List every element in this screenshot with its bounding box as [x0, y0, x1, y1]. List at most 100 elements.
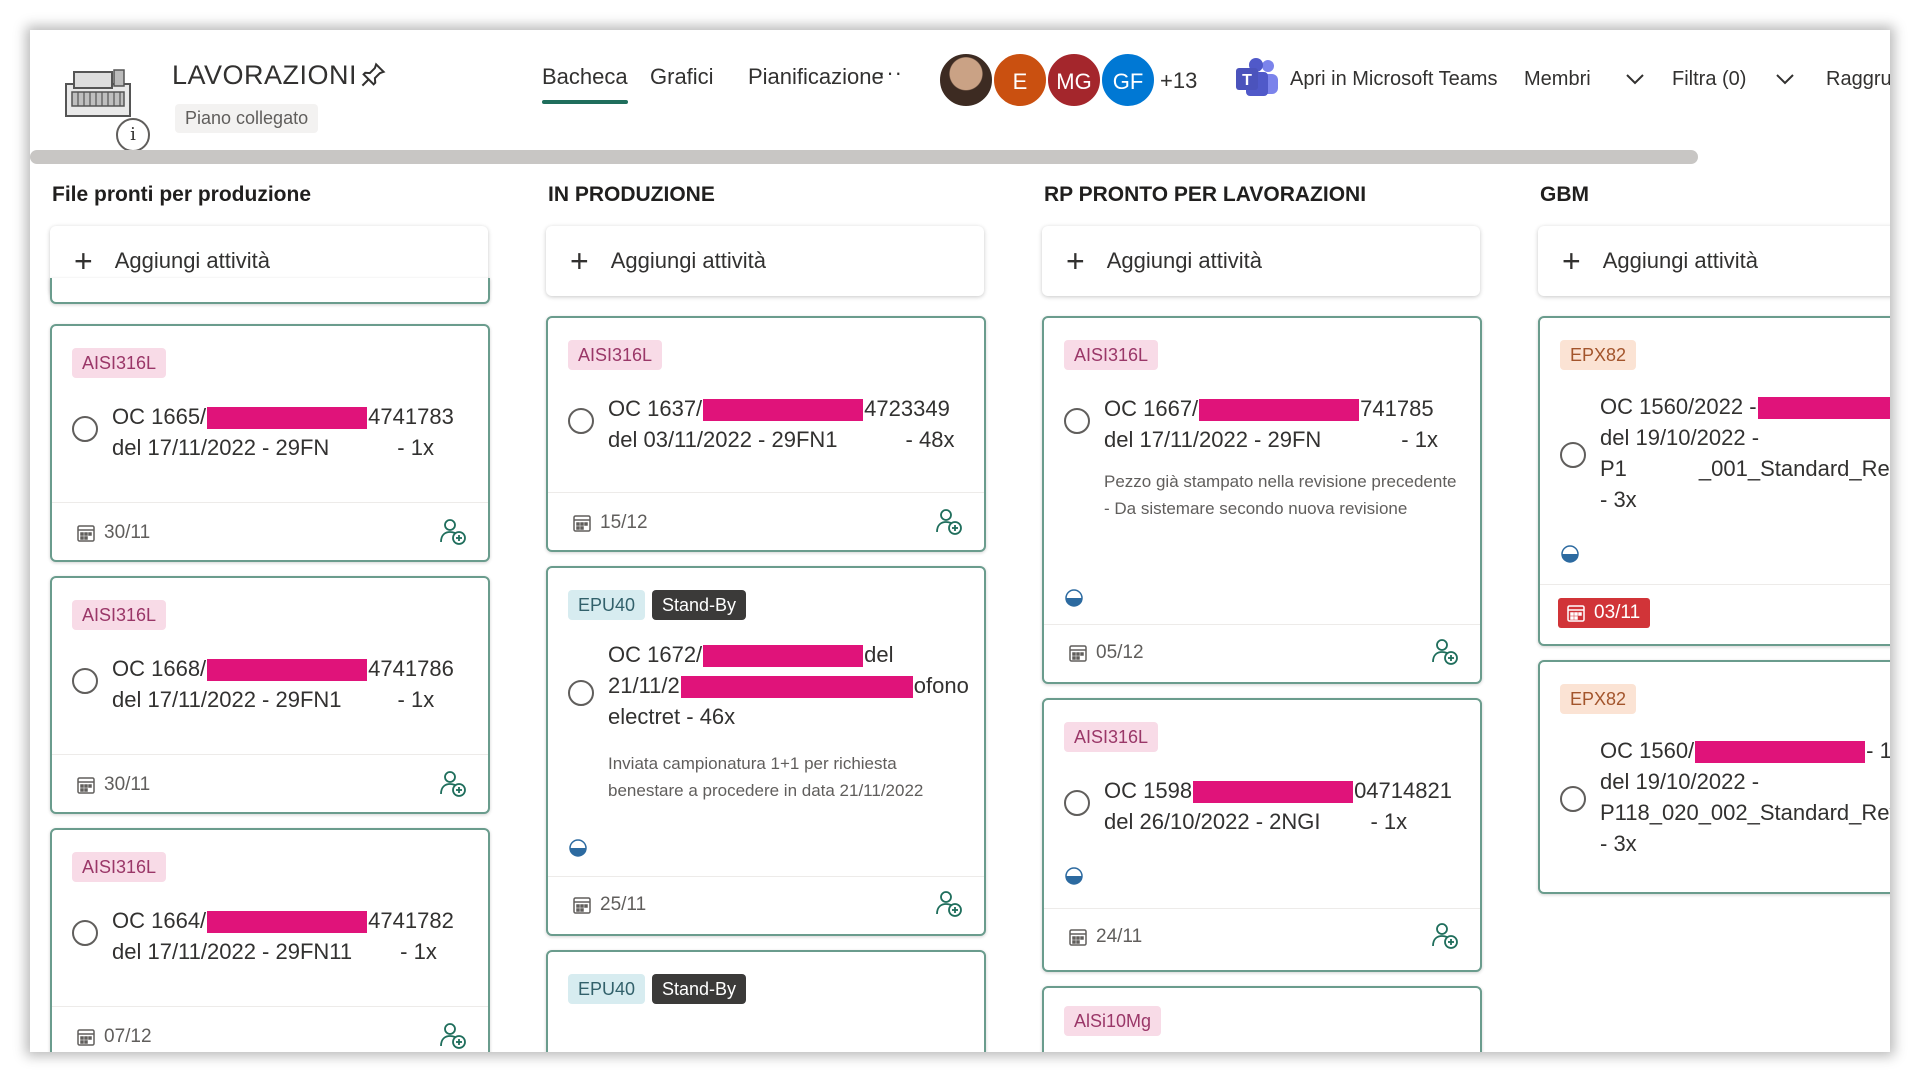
task-title-line2[interactable]: 21/11/2 ofono — [608, 673, 969, 699]
task-card[interactable]: AISI316L OC 1637/4723349 del 03/11/2022 … — [546, 316, 986, 552]
tab-pianificazione[interactable]: Pianificazione — [748, 64, 884, 89]
in-progress-icon[interactable] — [1064, 866, 1084, 886]
task-card[interactable]: AISI316L OC 1665/4741783 del 17/11/2022 … — [50, 324, 490, 562]
tab-bacheca[interactable]: Bacheca — [542, 64, 628, 104]
task-title-line4[interactable]: - 3x — [1600, 487, 1637, 512]
due-date[interactable]: 05/12 — [1068, 642, 1144, 664]
task-title-line2[interactable]: del 19/10/2022 - — [1600, 769, 1760, 794]
task-title-line2[interactable]: del 17/11/2022 - 29FN - 1x — [112, 435, 434, 460]
task-card[interactable]: AISI316L OC 1667/741785 del 17/11/2022 -… — [1042, 316, 1482, 684]
task-title-line2[interactable]: del 26/10/2022 - 2NGI - 1x — [1104, 809, 1408, 834]
task-label: AISI316L — [1064, 340, 1159, 370]
more-tabs-icon[interactable]: ··· — [878, 60, 903, 85]
assign-user-icon[interactable] — [1430, 920, 1460, 950]
task-title-line2[interactable]: del 19/10/2022 - — [1600, 425, 1760, 450]
task-card[interactable]: AISI316L OC 1668/4741786 del 17/11/2022 … — [50, 576, 490, 814]
avatar[interactable]: GF — [1100, 52, 1156, 108]
filter-dropdown[interactable]: Filtra (0) — [1672, 68, 1747, 90]
assign-user-icon[interactable] — [438, 1020, 468, 1050]
assign-user-icon[interactable] — [1430, 636, 1460, 666]
task-card[interactable]: AISI316L OC 1598 04714821 del 26/10/2022 … — [1042, 698, 1482, 972]
members-dropdown[interactable]: Membri — [1524, 68, 1591, 90]
task-title[interactable]: OC 1560/2022 - — [1600, 394, 1890, 420]
task-card[interactable]: AlSi10Mg — [1042, 986, 1482, 1052]
task-title[interactable]: OC 1672/del — [608, 642, 894, 668]
task-complete-checkbox[interactable] — [1064, 408, 1090, 434]
group-by-dropdown[interactable]: Raggrup — [1826, 68, 1890, 90]
redaction — [207, 911, 368, 934]
pin-icon[interactable] — [358, 60, 388, 90]
task-title[interactable]: OC 1598 04714821 — [1104, 778, 1452, 804]
task-complete-checkbox[interactable] — [72, 416, 98, 442]
task-complete-checkbox[interactable] — [72, 920, 98, 946]
bucket-title[interactable]: RP PRONTO PER LAVORAZIONI — [1044, 183, 1367, 206]
task-complete-checkbox[interactable] — [1560, 786, 1586, 812]
task-title-line2[interactable]: del 17/11/2022 - 29FN11- 1x — [112, 939, 437, 964]
task-complete-checkbox[interactable] — [568, 408, 594, 434]
due-date[interactable]: 30/11 — [76, 774, 150, 796]
standby-label: Stand-By — [652, 974, 747, 1004]
task-card-partial[interactable] — [50, 278, 490, 304]
plan-badge[interactable]: Piano collegato — [175, 104, 319, 133]
tab-grafici[interactable]: Grafici — [650, 64, 714, 89]
due-date[interactable]: 25/11 — [572, 894, 646, 916]
add-task-button[interactable]: + Aggiungi attività — [1538, 226, 1890, 296]
task-complete-checkbox[interactable] — [72, 668, 98, 694]
add-task-button[interactable]: + Aggiungi attività — [1042, 226, 1480, 296]
add-task-label: Aggiungi attività — [610, 248, 767, 273]
chevron-down-icon[interactable] — [1624, 68, 1646, 90]
microsoft-teams-icon[interactable]: T — [1234, 56, 1280, 100]
task-label: EPU40 — [568, 590, 646, 620]
task-title[interactable]: OC 1665/4741783 — [112, 404, 454, 430]
task-title[interactable]: OC 1560/- 10 — [1600, 738, 1890, 764]
task-label: AlSi10Mg — [1064, 1006, 1162, 1036]
in-progress-icon[interactable] — [1064, 588, 1084, 608]
assign-user-icon[interactable] — [438, 768, 468, 798]
due-date[interactable]: 15/12 — [572, 512, 648, 534]
more-members-count[interactable]: +13 — [1160, 68, 1198, 93]
avatar[interactable]: MG — [1046, 52, 1102, 108]
in-progress-icon[interactable] — [568, 838, 588, 858]
bucket-title[interactable]: IN PRODUZIONE — [548, 183, 715, 206]
task-card[interactable]: EPU40 Stand-By OC 1672/del 21/11/2 ofono … — [546, 566, 986, 936]
task-complete-checkbox[interactable] — [568, 680, 594, 706]
task-card[interactable]: EPU40 Stand-By — [546, 950, 986, 1052]
plan-info-icon[interactable]: i — [116, 118, 150, 152]
chevron-down-icon[interactable] — [1774, 68, 1796, 90]
task-card[interactable]: EPX82 OC 1560/- 10 del 19/10/2022 - P118… — [1538, 660, 1890, 894]
task-card[interactable]: EPX82 OC 1560/2022 - del 19/10/2022 - P1… — [1538, 316, 1890, 646]
task-title[interactable]: OC 1668/4741786 — [112, 656, 454, 682]
task-title-line3[interactable]: P118_020_002_Standard_Revisio — [1600, 800, 1890, 825]
open-in-teams-link[interactable]: Apri in Microsoft Teams — [1290, 68, 1498, 90]
due-date-overdue[interactable]: 03/11 — [1558, 598, 1651, 628]
add-task-button[interactable]: + Aggiungi attività — [546, 226, 984, 296]
task-complete-checkbox[interactable] — [1064, 790, 1090, 816]
bucket-column: GBM + Aggiungi attività EPX82 OC 1560/20… — [1538, 180, 1890, 894]
task-card[interactable]: AISI316L OC 1664/4741782 del 17/11/2022 … — [50, 828, 490, 1052]
task-title[interactable]: OC 1637/4723349 — [608, 396, 950, 422]
horizontal-scrollbar[interactable] — [30, 150, 1698, 164]
due-date[interactable]: 07/12 — [76, 1026, 152, 1048]
task-title-line2[interactable]: del 03/11/2022 - 29FN1- 48x — [608, 427, 955, 452]
avatar[interactable] — [938, 52, 994, 108]
task-title-line2[interactable]: del 17/11/2022 - 29FN1- 1x — [112, 687, 435, 712]
avatar[interactable]: E — [992, 52, 1048, 108]
task-complete-checkbox[interactable] — [1560, 442, 1586, 468]
calendar-icon — [1069, 645, 1087, 662]
bucket-title[interactable]: GBM — [1540, 183, 1589, 206]
task-title-line3[interactable]: electret - 46x — [608, 704, 736, 729]
task-title[interactable]: OC 1667/741785 — [1104, 396, 1434, 422]
bucket-title[interactable]: File pronti per produzione — [52, 183, 311, 206]
task-title-line4[interactable]: - 3x — [1600, 831, 1637, 856]
task-title-line2[interactable]: del 17/11/2022 - 29FN - 1x — [1104, 427, 1438, 452]
in-progress-icon[interactable] — [1560, 544, 1580, 564]
assign-user-icon[interactable] — [438, 516, 468, 546]
task-title-line3[interactable]: P1_001_Standard_Revisio — [1600, 456, 1890, 481]
due-date[interactable]: 30/11 — [76, 522, 150, 544]
assign-user-icon[interactable] — [934, 888, 964, 918]
plus-icon: + — [1066, 242, 1085, 279]
task-title[interactable]: OC 1664/4741782 — [112, 908, 454, 934]
due-date[interactable]: 24/11 — [1068, 926, 1142, 948]
card-divider — [548, 876, 984, 877]
assign-user-icon[interactable] — [934, 506, 964, 536]
